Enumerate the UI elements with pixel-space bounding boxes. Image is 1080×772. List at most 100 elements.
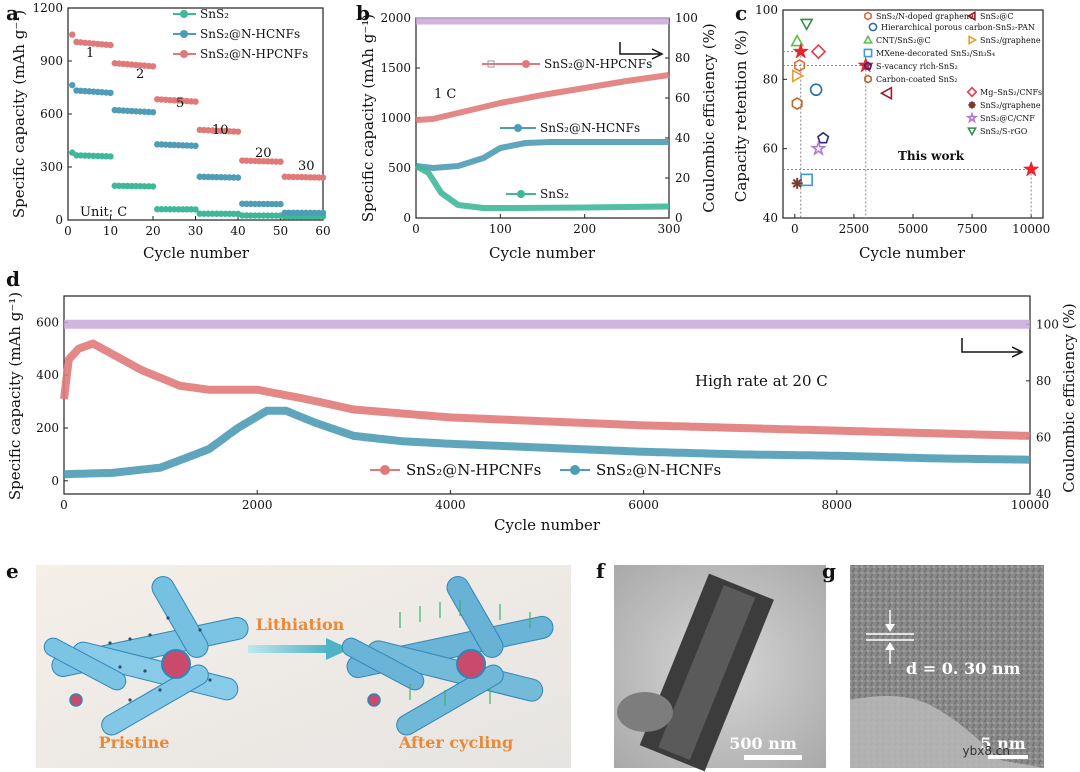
rate-label-20: 20 (255, 146, 272, 161)
data-point-c (800, 173, 813, 187)
d2-ytick-label: 40 (1036, 487, 1051, 501)
data-point-a (149, 63, 157, 70)
c-xtick-label: 7500 (957, 222, 988, 236)
legend-b-0: SnS₂@N-HPCNFs (544, 57, 652, 71)
arrow-to-ce-axis-b (619, 42, 660, 55)
legend-marker-c (968, 101, 976, 109)
y2-axis-label-b: Coulombic efficiency (%) (700, 23, 718, 212)
legend-marker-a-1 (180, 30, 188, 38)
legend-marker-a-2 (180, 50, 188, 58)
panel-label-b: b (356, 1, 370, 25)
legend-c: SnS₂/N-doped graphene SnS₂@C Hierarchical … (863, 11, 1042, 137)
legend-marker-c (864, 74, 872, 84)
scale-label-f: 500 nm (729, 734, 797, 753)
lithiation-label: Lithiation (256, 615, 345, 634)
d-xtick-label: 6000 (628, 498, 659, 512)
y-axis-label-b: Specific capacity (mAh g⁻¹) (359, 14, 377, 222)
b2-ytick-label: 0 (675, 211, 683, 225)
legend-label-c: SnS₂/N-doped graphene (876, 12, 974, 21)
series-a-1 (69, 81, 327, 217)
d2-ytick-label: 80 (1036, 374, 1051, 388)
series-line-d-0 (60, 339, 1031, 440)
a-ytick-label: 1200 (32, 1, 63, 15)
legend-marker-c (863, 48, 873, 58)
series-line-b-2 (414, 163, 670, 211)
data-point-a (192, 98, 199, 105)
x-axis-label-b: Cycle number (489, 244, 596, 262)
legend-label-c: SnS₂/graphene (980, 36, 1041, 45)
panel-label-g: g (822, 559, 836, 583)
plot-area-d (60, 319, 1031, 479)
legend-label-c: Hierarchical porous carbon-SnS₂-PAN (881, 23, 1035, 32)
data-point-c (792, 42, 810, 59)
c-xtick-label: 2500 (839, 222, 870, 236)
legend-marker-c (868, 22, 878, 32)
c-ytick-label: 80 (763, 72, 778, 86)
plot-area-c (790, 18, 1040, 189)
panel-label-f: f (596, 559, 606, 583)
data-point-c (799, 18, 814, 32)
legend-marker-a-0 (180, 10, 188, 18)
d2-ytick-label: 100 (1036, 317, 1059, 331)
data-point-c (791, 97, 803, 111)
legend-b: SnS₂@N-HPCNFs SnS₂@N-HCNFs SnS₂ (482, 57, 652, 201)
data-point-a (69, 31, 76, 38)
panel-label-d: d (6, 267, 20, 291)
legend-label-c: Mg–SnS₂/CNFs (980, 88, 1042, 97)
d-xtick-label: 2000 (242, 498, 273, 512)
panel-b: b 0 100 200 3000500100015002000020406080100… (356, 1, 718, 262)
panel-c: c 0 2500 5000 7500 10000 40 60 80 100 SnS₂/N-dop… (732, 1, 1050, 262)
axis-ticks-c: 0 2500 5000 7500 10000 40 60 80 100 (755, 3, 1050, 236)
d-ytick-label: 400 (36, 368, 59, 382)
d-xtick-label: 0 (60, 498, 68, 512)
rate-label-30: 30 (298, 159, 315, 174)
data-point-c (793, 59, 806, 72)
scale-bar-f (744, 755, 802, 760)
data-point-c (879, 86, 893, 101)
c-xtick-label: 0 (791, 222, 799, 236)
guide-lines-c (783, 51, 1032, 218)
data-point-a (234, 174, 242, 181)
d-xtick-label: 10000 (1011, 498, 1049, 512)
data-point-c (809, 83, 823, 97)
c-xtick-label: 5000 (898, 222, 929, 236)
y-axis-label-d: Specific capacity (mAh g⁻¹) (6, 292, 24, 500)
y-axis-label-a: Specific capacity (mAh g⁻¹) (10, 10, 28, 218)
nanofiber-tem (617, 573, 774, 772)
panel-g: g d = 0. 30 nm 5 nm (822, 559, 1044, 768)
legend-label-c: SnS₂@C/CNF (980, 114, 1035, 123)
b2-ytick-label: 40 (675, 131, 690, 145)
legend-marker-c (965, 111, 979, 124)
legend-marker-c (968, 35, 978, 45)
panel-label-e: e (6, 559, 19, 583)
y-axis-label-c: Capacity retention (%) (732, 30, 750, 202)
data-point-a (149, 109, 157, 116)
axis-ticks-d: 0 2000 4000 6000 8000 10000 0 200 400 600 40 60 80 10… (36, 315, 1059, 512)
legend-label-c: SnS₂/S-rGO (980, 127, 1028, 136)
data-point-c (791, 69, 805, 83)
b2-ytick-label: 20 (675, 171, 690, 185)
rate-label-5: 5 (176, 96, 184, 111)
b2-ytick-label: 60 (675, 91, 690, 105)
legend-b-ce-marker (487, 60, 495, 68)
b-ytick-label: 2000 (380, 11, 411, 25)
panel-d: d 0 2000 4000 6000 8000 10000 0 200 400 600 40 60 80… (6, 267, 1078, 534)
scale-bar-g (988, 755, 1028, 759)
legend-a-1: SnS₂@N-HCNFs (200, 27, 300, 41)
rate-label-1: 1 (86, 46, 94, 61)
data-point-a (234, 128, 242, 135)
a-ytick-label: 900 (40, 54, 63, 68)
data-point-a (192, 142, 199, 149)
b-ytick-label: 500 (388, 161, 411, 175)
arrow-to-ce-axis-d (961, 338, 1020, 353)
panel-e: e Lithiation (6, 559, 571, 768)
b-xtick-label: 200 (573, 222, 596, 236)
c-ytick-label: 100 (755, 3, 778, 17)
data-point-a (107, 153, 114, 160)
x-axis-label-d: Cycle number (494, 516, 601, 534)
b-ytick-label: 1000 (380, 111, 411, 125)
d2-ytick-label: 60 (1036, 430, 1051, 444)
unit-note: Unit: C (80, 205, 127, 220)
data-point-a (149, 183, 157, 190)
y2-axis-label-d: Coulombic efficiency (%) (1060, 303, 1078, 492)
